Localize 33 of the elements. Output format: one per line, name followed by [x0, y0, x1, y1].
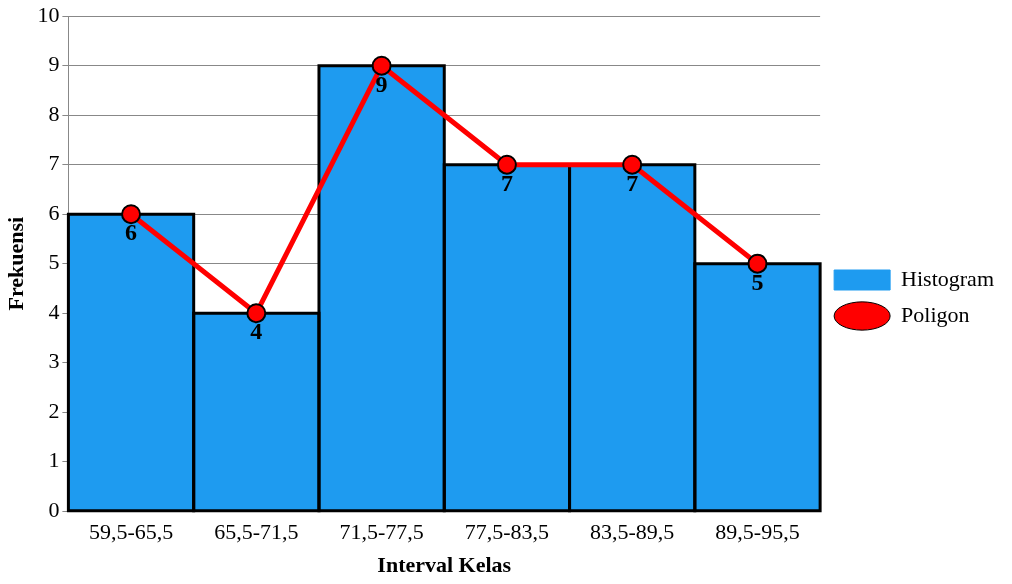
y-tick-label: 5: [48, 249, 60, 275]
y-tick-label: 2: [48, 397, 60, 423]
point: [246, 303, 267, 324]
y-tick-label: 6: [48, 199, 60, 225]
point: [496, 154, 517, 175]
legend-label: Histogram: [901, 265, 995, 291]
x-tick-label: 77,5-83,5: [464, 519, 550, 545]
data-label: 5: [751, 268, 764, 295]
legend-label: Poligon: [901, 301, 970, 327]
point: [121, 204, 142, 225]
y-tick-label: 8: [48, 100, 60, 126]
y-tick-label: 4: [48, 298, 60, 324]
x-axis-title: Interval Kelas: [377, 552, 512, 578]
y-axis-title: Frekuensi: [2, 216, 28, 311]
y-tick-label: 0: [48, 496, 60, 522]
y-tick-label: 3: [48, 348, 60, 374]
data-label: 6: [125, 219, 138, 246]
point: [622, 154, 643, 175]
x-tick-label: 59,5-65,5: [88, 519, 174, 545]
y-tick-label: 1: [48, 447, 60, 473]
x-tick-label: 83,5-89,5: [590, 519, 675, 545]
data-label: 7: [500, 169, 513, 196]
x-tick-label: 71,5-77,5: [339, 519, 424, 545]
point: [747, 253, 768, 274]
data-label: 4: [250, 318, 263, 345]
x-tick-label: 65,5-71,5: [214, 519, 299, 545]
data-label: 9: [375, 70, 388, 97]
y-tick-label: 9: [48, 51, 60, 77]
x-tick-label: 89,5-95,5: [715, 519, 800, 545]
y-tick-label: 10: [37, 1, 60, 27]
point: [371, 55, 392, 76]
y-tick-label: 7: [48, 150, 60, 176]
data-label: 7: [626, 169, 639, 196]
